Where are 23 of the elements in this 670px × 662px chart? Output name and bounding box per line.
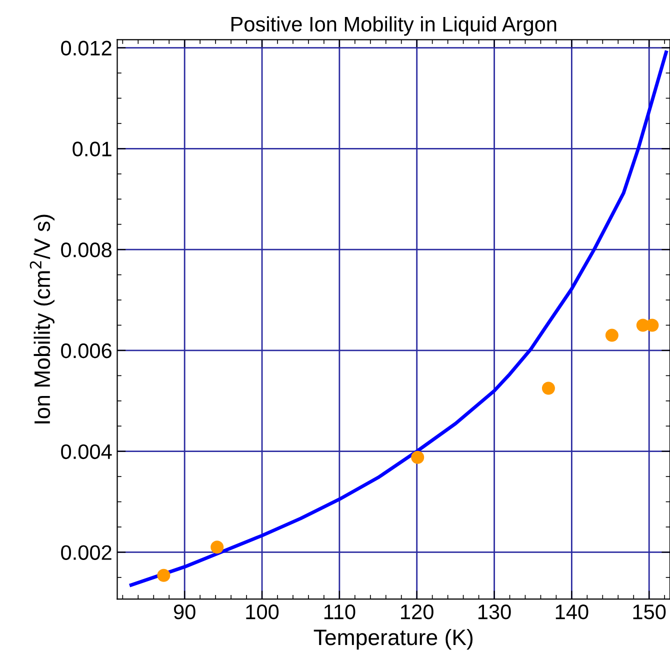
y-tick-label: 0.004 — [61, 444, 112, 460]
y-axis-title: Ion Mobility (cm$^{2}$/V s) — [30, 214, 54, 424]
y-tick-label: 0.01 — [72, 142, 112, 156]
line-series — [129, 50, 668, 587]
chart-title: Positive Ion Mobility in Liquid Argon — [231, 16, 556, 36]
point — [542, 382, 555, 395]
point — [210, 540, 224, 554]
y-tick-label: 0.008 — [61, 242, 112, 258]
x-tick-label: 110 — [324, 604, 356, 620]
x-tick-label: 120 — [401, 604, 434, 620]
x-tick-label: 130 — [478, 604, 511, 620]
x-tick-label: 90 — [174, 604, 196, 620]
x-tick-label: 150 — [633, 604, 666, 620]
x-axis-title: Temperature (K) — [314, 628, 473, 650]
y-tick-label: 0.006 — [61, 343, 112, 358]
x-tick-label: 100 — [246, 604, 279, 620]
point — [157, 568, 170, 582]
point — [411, 450, 424, 464]
point — [646, 318, 659, 332]
x-tick-label: 140 — [556, 604, 588, 620]
point — [605, 328, 618, 342]
y-tick-label: 0.012 — [61, 40, 112, 56]
y-tick-label: 0.002 — [61, 545, 112, 560]
